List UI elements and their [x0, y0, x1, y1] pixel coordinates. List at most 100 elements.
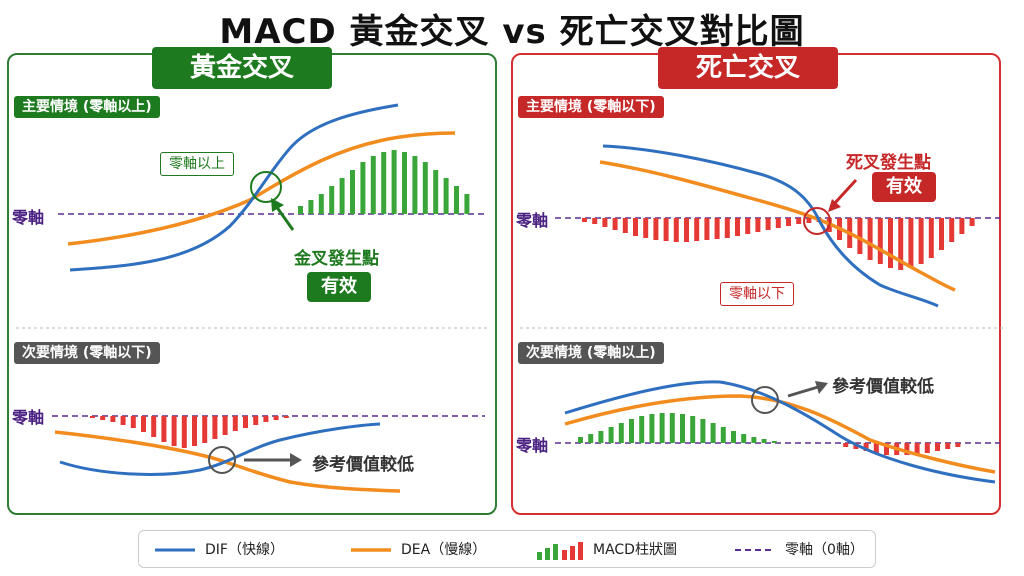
histogram-bar	[669, 413, 675, 443]
golden-valid-badge: 有效	[307, 272, 371, 302]
death-secondary-zero-label: 零軸	[516, 436, 549, 455]
histogram-bar	[588, 434, 594, 443]
golden-secondary-dif-line	[59, 422, 381, 476]
death-cross-marker	[803, 207, 831, 235]
histogram-bar	[308, 200, 314, 214]
histogram-bar	[720, 427, 726, 443]
death-cross-banner: 死亡交叉	[658, 47, 839, 89]
zero-legend-swatch	[735, 549, 775, 551]
histogram-bar	[253, 416, 259, 425]
histogram-bar	[212, 416, 218, 439]
histogram-bar	[914, 443, 920, 454]
death-secondary-annotation: 參考價值較低	[832, 377, 934, 397]
histogram-bar	[904, 443, 910, 455]
histogram-bar	[202, 416, 208, 443]
histogram-bar	[653, 218, 659, 240]
histogram-bar	[924, 443, 930, 453]
golden-cross-annotation: 金叉發生點	[294, 249, 379, 269]
histogram-bar	[918, 218, 924, 264]
histogram-bar	[283, 416, 289, 418]
histogram-bar	[761, 439, 767, 443]
histogram-bar	[402, 152, 407, 214]
histogram-bar	[867, 218, 873, 260]
histogram-bar	[298, 206, 303, 214]
death-primary-dea-line	[599, 160, 956, 292]
legend-dea-label: DEA（慢線）	[401, 542, 487, 558]
dea-legend-swatch	[351, 548, 391, 552]
histogram-bar	[181, 416, 187, 448]
histogram-bar	[592, 218, 598, 224]
histogram-bar	[680, 414, 685, 443]
dif-legend-swatch	[155, 548, 195, 552]
death-secondary-histogram	[578, 413, 961, 455]
histogram-bar	[724, 218, 730, 238]
histogram-bar	[969, 218, 975, 226]
histogram-bar	[582, 218, 587, 222]
page-title: MACD 黃金交叉 vs 死亡交叉對比圖	[219, 12, 805, 52]
histogram-bar	[939, 218, 944, 250]
golden-secondary-cross-marker	[208, 446, 236, 474]
histogram-bar	[171, 416, 177, 446]
histogram-bar	[949, 218, 955, 242]
histogram-bar	[90, 416, 95, 418]
histogram-bar	[928, 218, 934, 258]
histogram-bar	[622, 218, 628, 233]
histogram-bar	[771, 441, 777, 443]
legend-zero-label: 零軸（0軸）	[785, 542, 864, 558]
golden-primary-histogram	[298, 150, 470, 214]
golden-secondary-histogram	[90, 416, 289, 448]
histogram-bar	[454, 186, 459, 214]
histogram-bar	[735, 218, 740, 236]
histogram-bar	[629, 419, 634, 443]
death-secondary-arrow	[787, 385, 819, 398]
histogram-bar	[602, 218, 608, 227]
legend-hist-label: MACD柱狀圖	[593, 542, 677, 558]
histogram-bar	[360, 162, 366, 214]
above-zero-box: 零軸以上	[160, 152, 234, 176]
histogram-bar	[775, 218, 781, 228]
histogram-bar	[765, 218, 771, 230]
histogram-bar	[120, 416, 126, 425]
histogram-bar	[643, 218, 649, 238]
histogram-bar	[684, 218, 689, 242]
histogram-bar	[339, 178, 345, 214]
histogram-bar	[633, 218, 638, 236]
legend: DIF（快線） DEA（慢線） MACD柱狀圖 零軸（0軸）	[138, 530, 876, 568]
histogram-bar	[806, 218, 812, 223]
histogram-bar	[100, 416, 106, 420]
histogram-bar	[700, 419, 706, 443]
histogram-bar	[618, 423, 624, 443]
golden-secondary-zero-label: 零軸	[12, 408, 45, 427]
histogram-bar	[318, 194, 324, 214]
histogram-bar	[877, 218, 883, 264]
histogram-bar	[222, 416, 228, 435]
histogram-bar	[898, 218, 904, 270]
death-primary-tag: 主要情境 (零軸以下)	[518, 96, 664, 118]
histogram-bar	[755, 218, 761, 232]
histogram-bar	[192, 416, 197, 446]
histogram-bar	[745, 218, 751, 234]
histogram-bar	[263, 416, 269, 422]
golden-secondary-arrow-head	[290, 453, 302, 467]
golden-secondary-annotation: 參考價值較低	[312, 455, 414, 475]
histogram-bar	[141, 416, 146, 432]
histogram-bar	[959, 218, 965, 234]
histogram-bar	[796, 218, 802, 224]
histogram-bar	[350, 170, 355, 214]
histogram-bar	[232, 416, 238, 431]
histogram-bar	[608, 427, 614, 443]
histogram-bar	[639, 416, 645, 443]
histogram-bar	[433, 170, 439, 214]
histogram-bar	[422, 162, 428, 214]
histogram-bar	[673, 218, 679, 242]
golden-cross-arrow	[274, 205, 295, 231]
histogram-bar	[751, 437, 757, 443]
histogram-legend-swatch	[537, 542, 583, 560]
death-cross-arrow-head	[828, 199, 841, 212]
golden-secondary-tag: 次要情境 (零軸以下)	[14, 342, 160, 364]
histogram-bar	[935, 443, 940, 451]
histogram-bar	[370, 156, 376, 214]
golden-primary-tag: 主要情境 (零軸以上)	[14, 96, 160, 118]
histogram-bar	[955, 443, 961, 447]
